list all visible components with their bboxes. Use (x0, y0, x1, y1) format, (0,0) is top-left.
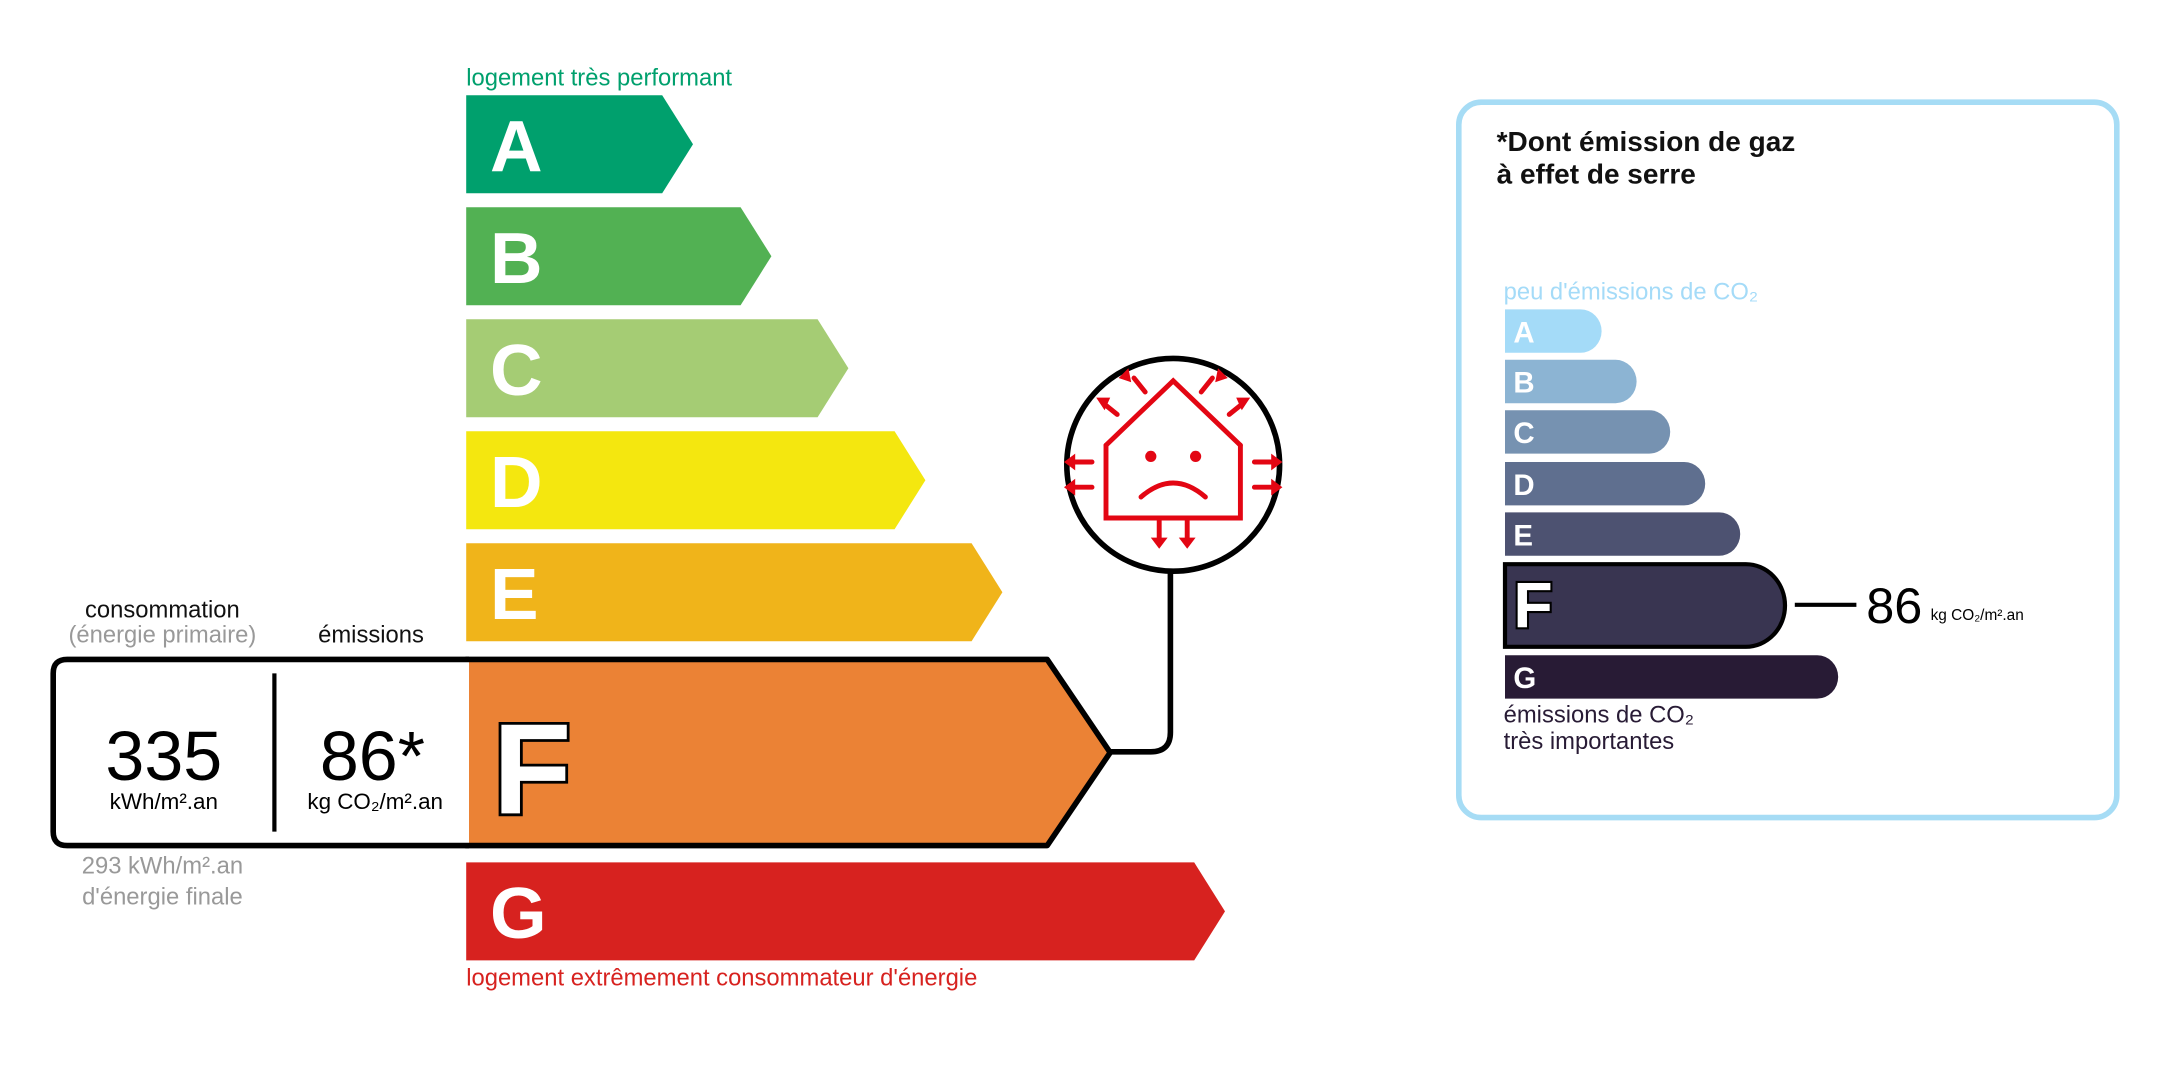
energy-class-a: A (466, 95, 693, 194)
ges-class-letter: B (1513, 367, 1534, 400)
ges-bar (1505, 512, 1741, 556)
ges-bottom-label-1: émissions de CO₂ (1504, 701, 1694, 728)
emissions-unit: kg CO₂/m².an (307, 789, 443, 814)
ges-class-c: C (1505, 410, 1671, 454)
ges-class-letter: C (1513, 417, 1534, 450)
energy-class-d: D (466, 431, 926, 530)
ges-class-d: D (1505, 462, 1706, 506)
emissions-value: 86* (320, 717, 425, 795)
ges-title-line1: *Dont émission de gaz (1497, 126, 1796, 157)
consumption-unit: kWh/m².an (110, 789, 218, 814)
energy-class-letter: C (490, 330, 543, 411)
ges-class-e: E (1505, 512, 1741, 556)
energy-top-label: logement très performant (466, 64, 732, 91)
emissions-header: émissions (318, 622, 424, 649)
connector-line (1110, 572, 1174, 755)
ges-bar (1505, 359, 1637, 404)
energy-bar (466, 207, 772, 306)
energy-class-letter: E (490, 554, 539, 635)
ges-class-f: F (1502, 562, 1788, 649)
final-energy-value: 293 kWh/m².an (82, 853, 243, 880)
energy-bar (466, 862, 1225, 961)
energy-bar (466, 431, 926, 530)
ges-value: 86 (1866, 577, 1922, 634)
energy-class-e: E (466, 543, 1003, 642)
ges-unit: kg CO₂/m².an (1931, 607, 2024, 624)
ges-top-label: peu d'émissions de CO₂ (1504, 279, 1759, 306)
energy-class-c: C (466, 319, 849, 418)
ges-bar (1505, 410, 1671, 454)
ges-class-b: B (1505, 359, 1637, 404)
energy-class-letter: F (493, 697, 572, 841)
ges-bar (1505, 462, 1706, 506)
sad-house-heat-loss-icon (1063, 355, 1283, 575)
ges-bar (1505, 309, 1602, 353)
ges-bar (1502, 562, 1788, 649)
energy-class-letter: D (490, 442, 543, 523)
ges-bar (1505, 655, 1839, 699)
consumption-header: consommation (85, 596, 240, 623)
energy-bottom-label: logement extrêmement consommateur d'éner… (466, 965, 977, 992)
energy-bar (466, 319, 849, 418)
energy-bar (466, 543, 1003, 642)
ges-class-letter: G (1513, 662, 1536, 695)
energy-bar (466, 95, 693, 194)
ges-class-letter: F (1513, 569, 1552, 641)
energy-class-f: F (463, 656, 1113, 849)
energy-class-letter: A (490, 106, 543, 187)
consumption-subheader: (énergie primaire) (69, 622, 257, 649)
ges-title-line2: à effet de serre (1497, 158, 1696, 189)
ges-class-letter: A (1513, 316, 1534, 349)
energy-class-letter: G (490, 873, 547, 954)
consumption-value: 335 (105, 717, 222, 795)
ges-bottom-label-2: très importantes (1504, 728, 1675, 755)
ges-class-letter: D (1513, 469, 1534, 502)
energy-class-g: G (466, 862, 1225, 961)
final-energy-label: d'énergie finale (82, 883, 243, 910)
value-box (50, 656, 469, 849)
ges-class-letter: E (1513, 519, 1533, 552)
energy-class-letter: B (490, 218, 543, 299)
energy-class-b: B (466, 207, 772, 306)
ges-class-g: G (1505, 655, 1839, 699)
ges-class-a: A (1505, 309, 1602, 353)
